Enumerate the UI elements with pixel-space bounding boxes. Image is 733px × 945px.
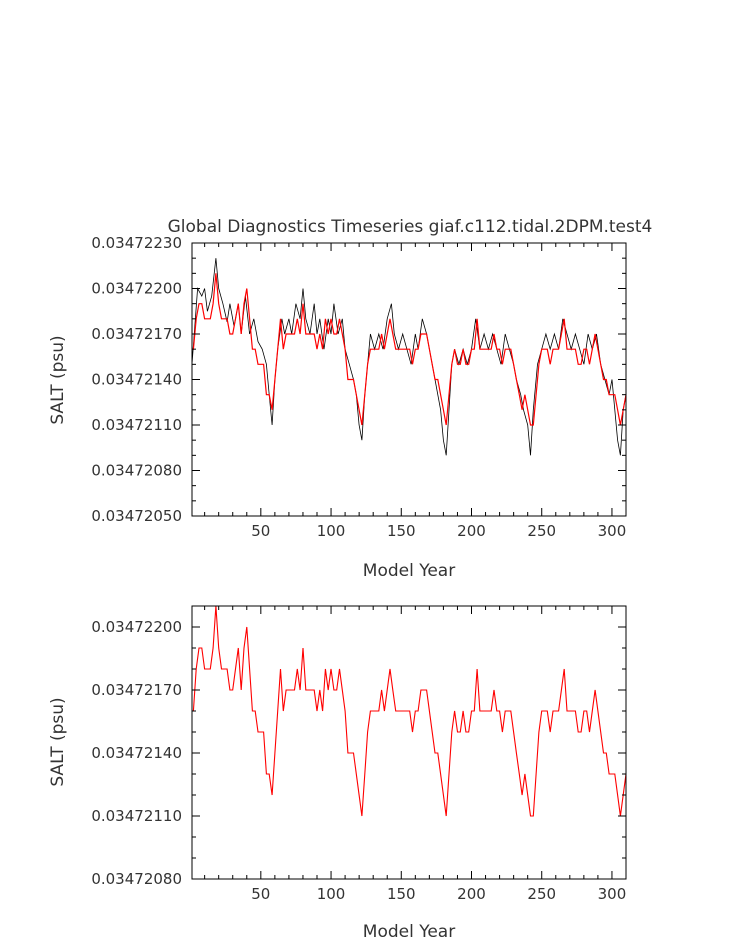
x-tick-label: 250 — [527, 885, 556, 903]
x-tick-label: 150 — [387, 885, 416, 903]
chart-title: Global Diagnostics Timeseries giaf.c112.… — [168, 217, 653, 237]
y-tick-label: 0.03472110 — [91, 416, 182, 434]
y-tick-label: 0.03472200 — [91, 618, 182, 636]
series-group — [192, 605, 627, 817]
y-tick-label: 0.03472230 — [91, 234, 182, 252]
y-tick-label: 0.03472200 — [91, 280, 182, 298]
x-tick-label: 200 — [457, 522, 486, 540]
x-axis-label: Model Year — [363, 922, 455, 942]
chart-panel-bottom: 50 100 150 200 250 300 0.034720800.034721100.… — [48, 605, 627, 942]
y-ticks: 0.03472080 0.03472110 0.03472140 0.03472170… — [91, 605, 626, 888]
x-tick-label: 300 — [598, 885, 627, 903]
y-tick-label: 0.03472170 — [91, 325, 182, 343]
y-tick-label: 0.03472140 — [91, 371, 182, 389]
y-tick-label: 0.03472080 — [91, 870, 182, 888]
y-tick-label: 0.03472080 — [91, 462, 182, 480]
y-tick-label: 0.03472110 — [91, 807, 182, 825]
x-tick-label: 100 — [317, 885, 346, 903]
x-tick-label: 50 — [251, 522, 270, 540]
series-group — [191, 258, 627, 456]
x-tick-label: 300 — [598, 522, 627, 540]
x-tick-label: 50 — [251, 885, 270, 903]
y-tick-label: 0.03472140 — [91, 744, 182, 762]
chart-panel-top: Global Diagnostics Timeseries giaf.c112.… — [48, 217, 652, 581]
x-tick-label: 200 — [457, 885, 486, 903]
x-axis-label: Model Year — [363, 561, 455, 581]
x-tick-label: 150 — [387, 522, 416, 540]
y-tick-label: 0.03472170 — [91, 681, 182, 699]
series-line — [192, 273, 627, 426]
x-tick-label: 100 — [317, 522, 346, 540]
plot-area-frame — [191, 605, 627, 880]
y-tick-label: 0.03472050 — [91, 507, 182, 525]
y-axis-label: SALT (psu) — [48, 697, 68, 786]
plot-area-frame — [191, 242, 627, 517]
x-ticks: 50 100 150 200 250 300 — [204, 243, 627, 540]
series-line — [191, 258, 627, 456]
y-ticks: 0.03472050 0.03472080 0.03472110 0.03472140… — [91, 234, 626, 525]
y-axis-label: SALT (psu) — [48, 335, 68, 424]
x-tick-label: 250 — [527, 522, 556, 540]
series-line — [192, 605, 627, 817]
x-ticks: 50 100 150 200 250 300 — [204, 606, 627, 903]
